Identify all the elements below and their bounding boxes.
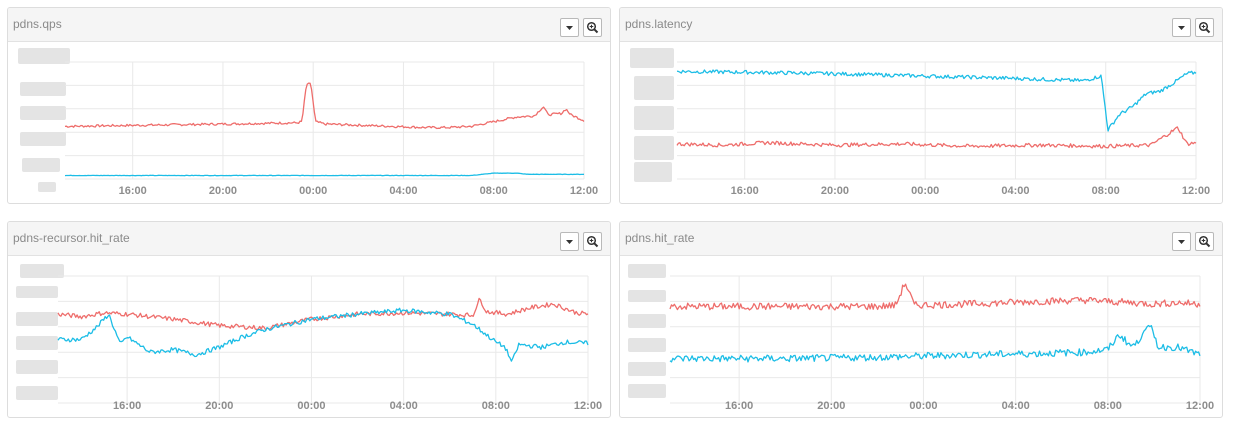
panel-title: pdns.qps <box>13 17 62 31</box>
zoom-button[interactable] <box>583 232 602 251</box>
y-tick-label-blurred <box>20 106 66 120</box>
x-tick-label: 08:00 <box>482 400 510 412</box>
series-line-1 <box>64 82 585 130</box>
x-tick-label: 04:00 <box>1001 185 1029 197</box>
y-tick-label-blurred <box>38 182 56 192</box>
y-tick-label-blurred <box>628 362 666 376</box>
x-tick-label: 16:00 <box>113 400 141 412</box>
y-tick-label-blurred <box>16 312 58 326</box>
y-tick-label-blurred <box>628 264 666 278</box>
line-chart: 16:00 20:00 00:00 04:00 08:00 12:00 <box>630 48 1210 197</box>
zoom-in-icon <box>586 235 599 248</box>
panel-header: pdns.latency <box>620 8 1222 42</box>
line-chart: 16:00 20:00 00:00 04:00 08:00 12:00 <box>18 48 598 197</box>
y-tick-label-blurred <box>630 48 674 68</box>
y-tick-label-blurred <box>628 384 666 398</box>
y-tick-label-blurred <box>634 76 674 100</box>
y-tick-label-blurred <box>634 136 674 160</box>
panel-header: pdns.hit_rate <box>620 222 1222 256</box>
x-tick-label: 00:00 <box>299 185 327 197</box>
series-line-2 <box>64 172 585 177</box>
x-tick-label: 12:00 <box>1186 400 1214 412</box>
caret-down-icon <box>1178 26 1185 30</box>
x-tick-label: 08:00 <box>480 185 508 197</box>
zoom-in-icon <box>586 21 599 34</box>
x-tick-label: 16:00 <box>731 185 759 197</box>
y-tick-label-blurred <box>20 82 66 96</box>
zoom-button[interactable] <box>1195 18 1214 37</box>
x-tick-label: 00:00 <box>909 400 937 412</box>
y-tick-label-blurred <box>634 162 672 182</box>
chart-area: 16:00 20:00 00:00 04:00 08:00 12:00 <box>8 256 610 417</box>
series-line-2 <box>676 126 1197 149</box>
panel-title: pdns.latency <box>625 17 693 31</box>
panel-title: pdns.hit_rate <box>625 231 695 245</box>
line-chart: 16:00 20:00 00:00 04:00 08:00 12:00 <box>16 264 602 412</box>
y-tick-label-blurred <box>18 48 70 64</box>
y-tick-label-blurred <box>16 386 58 400</box>
y-tick-label-blurred <box>16 360 58 374</box>
y-tick-label-blurred <box>634 106 674 130</box>
panel-title: pdns-recursor.hit_rate <box>13 231 130 245</box>
panel-header: pdns-recursor.hit_rate <box>8 222 610 256</box>
x-tick-label: 04:00 <box>390 400 418 412</box>
x-tick-label: 16:00 <box>119 185 147 197</box>
series-line-1 <box>669 283 1201 311</box>
y-tick-label-blurred <box>20 264 64 278</box>
x-tick-label: 04:00 <box>1002 400 1030 412</box>
caret-down-icon <box>566 26 573 30</box>
y-tick-label-blurred <box>628 338 666 352</box>
x-tick-label: 08:00 <box>1092 185 1120 197</box>
x-tick-label: 20:00 <box>209 185 237 197</box>
series-line-1 <box>57 297 589 331</box>
y-tick-label-blurred <box>16 336 58 350</box>
panel-pdns-latency: pdns.latency 16:00 20:00 00:00 04:00 08:00 12… <box>619 7 1223 204</box>
panel-pdns-recursor-hit-rate: pdns-recursor.hit_rate 16:00 20:00 00:00 04… <box>7 221 611 418</box>
line-chart: 16:00 20:00 00:00 04:00 08:00 12:00 <box>628 264 1214 412</box>
y-tick-label-blurred <box>16 286 58 298</box>
series-line-1 <box>676 69 1197 132</box>
x-tick-label: 04:00 <box>389 185 417 197</box>
series-line-2 <box>57 307 589 362</box>
x-tick-label: 16:00 <box>725 400 753 412</box>
y-tick-label-blurred <box>628 290 666 302</box>
caret-down-icon <box>1178 240 1185 244</box>
y-tick-label-blurred <box>22 158 60 172</box>
x-tick-label: 00:00 <box>911 185 939 197</box>
x-tick-label: 20:00 <box>817 400 845 412</box>
zoom-button[interactable] <box>1195 232 1214 251</box>
x-tick-label: 20:00 <box>205 400 233 412</box>
x-tick-label: 12:00 <box>574 400 602 412</box>
zoom-in-icon <box>1198 21 1211 34</box>
x-tick-label: 08:00 <box>1094 400 1122 412</box>
x-tick-label: 12:00 <box>1182 185 1210 197</box>
chart-area: 16:00 20:00 00:00 04:00 08:00 12:00 <box>8 42 610 203</box>
x-tick-label: 00:00 <box>297 400 325 412</box>
x-tick-label: 12:00 <box>570 185 598 197</box>
dropdown-button[interactable] <box>560 232 579 251</box>
y-tick-label-blurred <box>628 314 666 328</box>
dropdown-button[interactable] <box>1172 232 1191 251</box>
panel-pdns-hit-rate: pdns.hit_rate 16:00 20:00 00:00 04:00 08:00 1… <box>619 221 1223 418</box>
y-tick-label-blurred <box>20 132 66 146</box>
chart-area: 16:00 20:00 00:00 04:00 08:00 12:00 <box>620 42 1222 203</box>
panel-header: pdns.qps <box>8 8 610 42</box>
chart-area: 16:00 20:00 00:00 04:00 08:00 12:00 <box>620 256 1222 417</box>
series-line-2 <box>669 324 1201 363</box>
zoom-in-icon <box>1198 235 1211 248</box>
x-tick-label: 20:00 <box>821 185 849 197</box>
dropdown-button[interactable] <box>560 18 579 37</box>
caret-down-icon <box>566 240 573 244</box>
panel-pdns-qps: pdns.qps 16:00 20:00 00:00 04:00 08:00 12:00 <box>7 7 611 204</box>
dropdown-button[interactable] <box>1172 18 1191 37</box>
zoom-button[interactable] <box>583 18 602 37</box>
